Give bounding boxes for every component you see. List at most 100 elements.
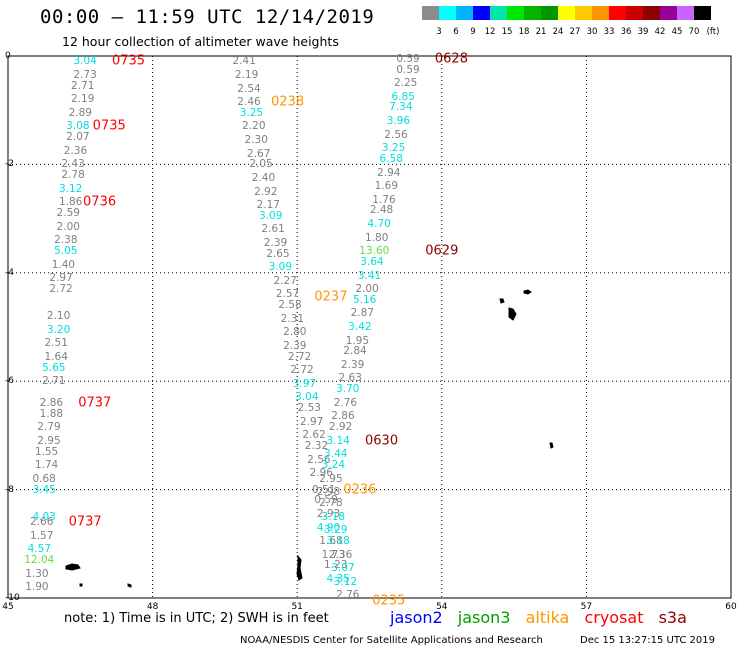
wave-height-value: 0.51 — [312, 483, 336, 496]
colorbar-swatch — [558, 6, 575, 20]
pass-time-label: 0735 — [111, 53, 146, 69]
wave-height-value: 2.32 — [304, 439, 329, 452]
island-shape — [499, 298, 505, 304]
colorbar-tick-label: 45 — [671, 27, 683, 37]
wave-height-value: 4.35 — [326, 572, 350, 585]
wave-height-value: 2.98 — [316, 486, 341, 499]
wave-height-value: 2.97 — [49, 271, 73, 284]
wave-height-value: 3.18 — [321, 510, 346, 523]
wave-height-value: 2.41 — [232, 55, 256, 68]
colorbar-tick-label: 21 — [535, 27, 547, 37]
wave-height-value: 5.05 — [54, 244, 78, 257]
wave-height-value: 2.76 — [333, 396, 358, 409]
colorbar-swatch — [575, 6, 592, 20]
latitude-tick-label: -8 — [5, 484, 14, 495]
longitude-tick-label: 51 — [291, 602, 303, 612]
wave-height-value: 2.56 — [384, 128, 408, 141]
colorbar-swatch — [541, 6, 558, 20]
wave-height-value: 3.25 — [381, 141, 406, 154]
wave-height-value: 2.71 — [71, 79, 95, 92]
wave-height-value: 4.90 — [316, 521, 341, 534]
latitude-tick-label: -6 — [5, 376, 14, 387]
wave-height-value: 4.70 — [367, 217, 391, 230]
wave-height-value: 1.90 — [25, 580, 49, 593]
wave-height-value: 1.23 — [324, 559, 348, 572]
island-shape — [523, 289, 532, 295]
colorbar-tick-label: 39 — [637, 27, 649, 37]
longitude-tick-label: 45 — [2, 602, 14, 612]
wave-height-value: 3.04 — [295, 391, 319, 404]
wave-height-value: 1.88 — [39, 407, 64, 420]
wave-height-value: 2.86 — [39, 396, 64, 409]
wave-height-value: 2.67 — [246, 147, 271, 160]
pass-time-label: 0237 — [314, 289, 348, 305]
wave-height-value: 2.57 — [275, 288, 300, 301]
wave-height-value: 1.74 — [34, 458, 59, 471]
colorbar-tick-label: 33 — [603, 27, 615, 37]
wave-height-value: 3.97 — [292, 377, 317, 390]
pass-time-label: 0628 — [434, 51, 468, 67]
latitude-tick-label: -4 — [5, 267, 14, 278]
wave-height-value: 12.04 — [24, 553, 55, 566]
wave-height-value: 2.73 — [73, 68, 97, 81]
wave-height-value: 2.76 — [336, 589, 360, 602]
wave-height-value: 2.36 — [328, 548, 353, 561]
island-shape — [79, 583, 83, 587]
wave-height-value: 1.55 — [34, 445, 59, 458]
wave-height-value: 2.86 — [331, 410, 355, 423]
colorbar-tick-label: 9 — [470, 27, 476, 37]
colorbar-tick-label: 27 — [569, 27, 581, 37]
wave-height-value: 2.38 — [54, 234, 78, 247]
wave-height-value: 2.17 — [256, 198, 280, 211]
pass-time-label: 0737 — [68, 514, 102, 530]
wave-height-value: 2.78 — [319, 496, 343, 509]
wave-height-value: 2.66 — [30, 515, 54, 528]
map-frame — [7, 55, 732, 599]
map-subtitle: 12 hour collection of altimeter wave hei… — [62, 34, 339, 49]
wave-height-value: 2.80 — [283, 326, 307, 339]
wave-height-value: 2.94 — [377, 166, 401, 179]
wave-height-value: 3.09 — [258, 209, 283, 222]
wave-height-value: 2.72 — [49, 282, 73, 295]
wave-height-value: 3.20 — [46, 323, 71, 336]
wave-height-value: 0.59 — [314, 494, 338, 507]
wave-height-value: 2.95 — [37, 434, 61, 447]
latitude-tick-label: -2 — [5, 159, 14, 170]
pass-time-label: 0737 — [78, 395, 112, 411]
wave-height-value: 2.62 — [302, 429, 326, 442]
wave-height-value: 2.39 — [263, 236, 288, 249]
wave-height-value: 1.40 — [51, 258, 76, 271]
colorbar-unit: (ft) — [706, 27, 720, 37]
wave-height-value: 1.64 — [44, 350, 68, 363]
wave-height-value: 2.92 — [254, 185, 278, 198]
colorbar-tick-label: 24 — [552, 27, 564, 37]
footnote: note: 1) Time is in UTC; 2) SWH is in fe… — [64, 611, 329, 626]
wave-height-value: 5.16 — [352, 293, 377, 306]
generated-timestamp: Dec 15 13:27:15 UTC 2019 — [580, 635, 715, 646]
wave-height-value: 1.73 — [321, 548, 346, 561]
legend-jason2: jason2 — [390, 608, 443, 627]
wave-height-value: 13.60 — [359, 244, 390, 257]
wave-height-value: 1.80 — [365, 231, 389, 244]
wave-height-value: 1.76 — [372, 193, 396, 206]
wave-height-value: 3.25 — [239, 106, 264, 119]
wave-height-value: 2.89 — [68, 106, 92, 119]
colorbar-tick-label: 15 — [501, 27, 513, 37]
wave-height-value: 4.03 — [32, 510, 56, 523]
pass-time-label: 0736 — [83, 194, 117, 210]
colorbar-swatch — [507, 6, 524, 20]
wave-height-value: 2.79 — [37, 421, 61, 434]
wave-height-value: 2.65 — [266, 247, 290, 260]
colorbar-swatch — [677, 6, 694, 20]
wave-height-value: 2.25 — [393, 76, 418, 89]
colorbar-tick-label: 42 — [654, 27, 666, 37]
wave-height-value: 3.07 — [331, 561, 355, 574]
wave-height-value: 2.46 — [237, 95, 261, 108]
colorbar-tick-label: 18 — [518, 27, 530, 37]
wave-height-value: 2.63 — [338, 372, 362, 385]
wave-height-value: 2.00 — [355, 282, 379, 295]
wave-height-value: 3.08 — [66, 120, 90, 133]
wave-height-value: 3.41 — [357, 269, 382, 282]
wave-height-value: 3.70 — [336, 383, 360, 396]
